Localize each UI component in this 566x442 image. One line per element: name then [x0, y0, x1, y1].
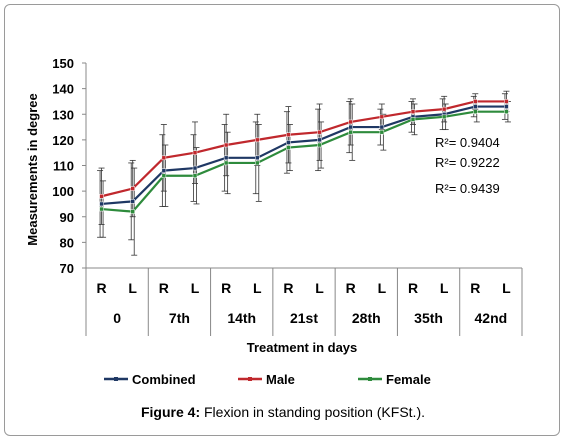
side-tick-label: R [97, 280, 107, 296]
data-point-female [223, 160, 229, 166]
side-tick-label: R [346, 280, 356, 296]
y-tick-label: 150 [52, 56, 74, 71]
day-tick-label: 0 [113, 310, 121, 326]
data-point-female [504, 109, 509, 114]
data-point-combined [286, 140, 291, 145]
data-point-male [99, 194, 104, 199]
side-tick-label: L [378, 280, 387, 296]
data-point-female [255, 160, 260, 166]
side-tick-label: R [159, 280, 169, 296]
data-point-combined [348, 124, 353, 130]
legend-marker-male [248, 377, 252, 381]
data-point-female [441, 114, 447, 120]
day-tick-label: 14th [227, 310, 256, 326]
day-tick-label: 7th [169, 310, 190, 326]
data-point-male [286, 132, 291, 137]
data-point-male [410, 109, 416, 114]
data-point-combined [130, 199, 135, 204]
series-line-combined [101, 105, 507, 206]
side-tick-label: R [470, 280, 480, 296]
y-tick-label: 100 [52, 184, 74, 199]
data-point-male [473, 99, 478, 104]
day-tick-label: 42nd [475, 310, 508, 326]
y-tick-label: 120 [52, 133, 74, 148]
day-tick-label: 21st [290, 310, 318, 326]
data-point-combined [192, 165, 198, 171]
data-point-female [286, 145, 291, 150]
data-point-combined [255, 155, 260, 161]
caption-text: Flexion in standing position (KFSt.). [200, 404, 425, 420]
data-point-female [410, 117, 416, 122]
data-point-combined [99, 201, 104, 207]
figure-frame [4, 4, 560, 436]
side-tick-label: R [221, 280, 231, 296]
data-point-male [441, 106, 447, 112]
data-point-male [348, 119, 353, 125]
day-tick-label: 35th [414, 310, 443, 326]
data-point-female [130, 209, 135, 214]
data-point-male [504, 99, 509, 104]
side-tick-label: L [253, 280, 262, 296]
x-axis-title: Treatment in days [247, 340, 358, 355]
data-point-female [192, 173, 198, 178]
y-axis-title: Measurements in degree [25, 93, 40, 245]
side-tick-label: L [191, 280, 200, 296]
side-tick-label: L [440, 280, 449, 296]
side-tick-label: R [283, 280, 293, 296]
data-point-male [379, 114, 385, 120]
side-tick-label: R [408, 280, 418, 296]
data-point-female [379, 129, 385, 135]
legend-marker-female [368, 377, 372, 381]
data-point-combined [161, 168, 167, 173]
series-line-female [101, 110, 507, 213]
side-tick-label: L [315, 280, 324, 296]
data-point-female [473, 109, 478, 114]
r-squared-annotation: R²= 0.9439 [435, 181, 500, 196]
figure-caption: Figure 4: Flexion in standing position (… [0, 404, 566, 420]
caption-label: Figure 4: [140, 404, 201, 420]
legend-label-male: Male [266, 372, 295, 387]
data-point-male [255, 137, 260, 143]
data-point-combined [379, 124, 385, 130]
legend-label-combined: Combined [132, 372, 196, 387]
data-point-male [130, 186, 135, 191]
y-tick-label: 90 [60, 210, 74, 225]
data-point-combined [473, 104, 478, 109]
data-point-female [161, 173, 167, 178]
data-point-male [223, 142, 229, 148]
data-point-female [317, 142, 322, 148]
legend-label-female: Female [386, 372, 431, 387]
data-point-male [192, 150, 198, 155]
y-tick-label: 70 [60, 261, 74, 276]
side-tick-label: L [502, 280, 511, 296]
series-line-male [101, 100, 507, 198]
legend-marker-combined [114, 377, 118, 381]
day-tick-label: 28th [352, 310, 381, 326]
r-squared-annotation: R²= 0.9222 [435, 155, 500, 170]
side-tick-label: L [128, 280, 137, 296]
data-point-male [161, 155, 167, 161]
data-point-combined [504, 104, 509, 109]
data-point-female [99, 206, 104, 212]
y-tick-label: 80 [60, 235, 74, 250]
y-tick-label: 110 [53, 159, 74, 174]
y-tick-label: 140 [52, 82, 74, 97]
data-point-female [348, 129, 353, 135]
y-tick-label: 130 [52, 107, 74, 122]
r-squared-annotation: R²= 0.9404 [435, 135, 500, 150]
data-point-male [317, 129, 322, 135]
data-point-combined [317, 137, 322, 143]
data-point-combined [223, 155, 229, 161]
